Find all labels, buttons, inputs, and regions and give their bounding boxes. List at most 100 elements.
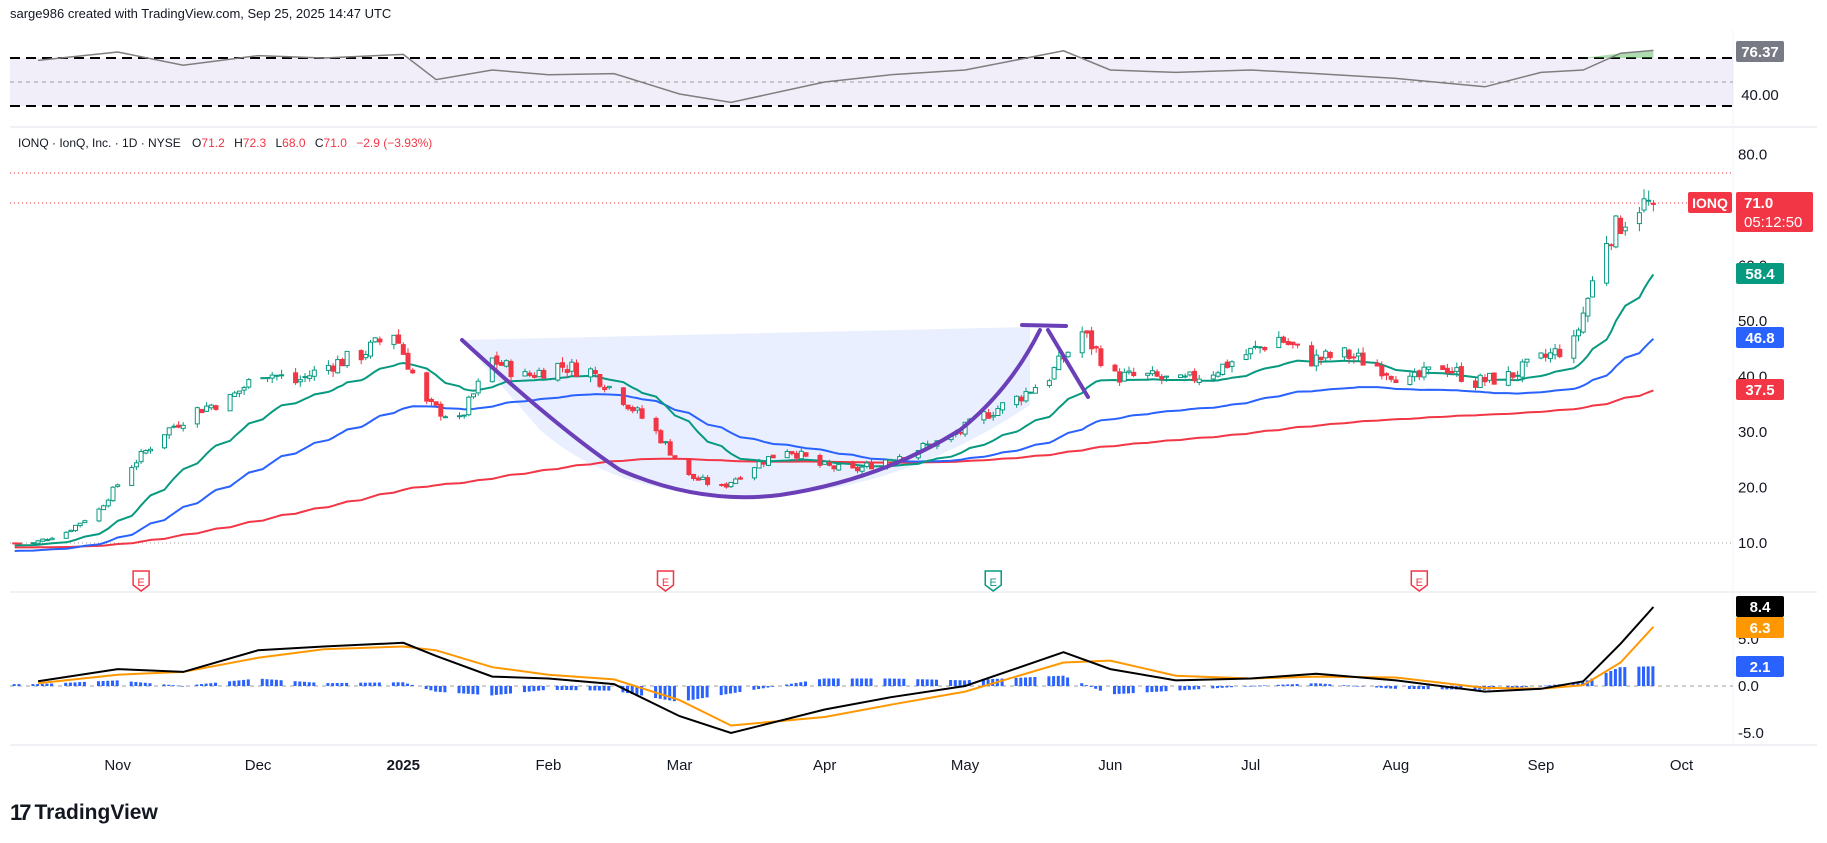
earnings-marker[interactable]: E [984, 570, 1002, 592]
macd-hist-bar [1281, 684, 1285, 686]
candle-body [105, 499, 111, 507]
macd-hist-bar [232, 680, 236, 686]
candle-body [1224, 361, 1230, 369]
candle-body [737, 477, 743, 480]
rsi-value-badge-bg [1736, 41, 1784, 62]
earnings-marker[interactable]: E [656, 570, 675, 592]
macd-hist-bar [555, 686, 559, 690]
macd-hist-bar [78, 682, 82, 686]
macd-hist-bar [804, 681, 807, 686]
macd-hist-bar [986, 679, 990, 686]
macd-hist-bar [958, 680, 962, 686]
candle-body [363, 354, 369, 359]
candle-body [1318, 356, 1324, 361]
candle-body [789, 451, 795, 455]
candle-body [1412, 371, 1418, 378]
candle-body [1000, 402, 1006, 411]
tradingview-logo-icon: 17 [10, 800, 32, 825]
macd-hist-bar [359, 682, 363, 686]
macd-hist-bar [565, 686, 569, 690]
candle-body [433, 401, 439, 406]
candle-body [1351, 356, 1357, 359]
earnings-marker-shape [984, 570, 1002, 592]
earnings-marker-shape [1410, 570, 1429, 592]
macd-hist-bar [626, 686, 629, 694]
macd-hist-bar [1412, 686, 1416, 689]
macd-hist-bar [785, 684, 789, 686]
candle-body [536, 369, 542, 378]
macd-hist-bar [242, 679, 246, 686]
macd-hist-bar [1590, 678, 1594, 686]
macd-hist-bar [1651, 666, 1655, 686]
candle-body [691, 473, 697, 479]
macd-hist-bar [855, 678, 859, 686]
candle-body [817, 455, 823, 466]
candle-body [311, 369, 317, 377]
candle-body [63, 531, 69, 539]
candle-body [602, 386, 608, 390]
candle-body [1023, 391, 1029, 402]
candle-body [859, 466, 865, 472]
macd-hist-bar [1084, 685, 1088, 686]
earnings-marker[interactable]: E [132, 570, 150, 592]
macd-hist-bar [50, 683, 54, 686]
macd-hist-bar [607, 686, 611, 691]
candle-body [1248, 347, 1254, 355]
earnings-marker-label: E [137, 577, 144, 589]
candle-body [180, 424, 186, 429]
last-price-badge-bg [1736, 192, 1813, 232]
candle-body [307, 375, 313, 379]
candle-body [1421, 366, 1427, 378]
macd-hist-bar [925, 679, 929, 686]
legend-symbol: IONQ · IonQ, Inc. · 1D · NYSE [18, 136, 181, 150]
handle-drawing[interactable] [1046, 328, 1090, 399]
earnings-marker[interactable]: E [1410, 570, 1429, 592]
macd-hist-bar [1571, 683, 1575, 686]
macd-hist-bar [663, 686, 667, 700]
candle-body [672, 455, 678, 459]
candle-body [555, 362, 561, 381]
macd-hist-bar [766, 686, 770, 688]
candle-body [101, 505, 107, 511]
macd-hist-bar [1150, 686, 1154, 692]
macd-hist-bar [1351, 685, 1355, 687]
candle-body [171, 425, 177, 428]
macd-hist-bar [1553, 684, 1557, 686]
cup-curve-drawing[interactable] [460, 328, 1042, 500]
candle-body [12, 542, 18, 545]
macd-hist-bar [799, 682, 803, 686]
macd-hist-bar [537, 686, 541, 691]
time-axis-label: Apr [813, 757, 836, 774]
candle-body [269, 374, 275, 379]
candle-body [330, 365, 336, 372]
candle-body [794, 452, 800, 459]
candle-body [1519, 361, 1525, 378]
time-axis-label: Feb [535, 757, 561, 774]
macd-hist-bar [593, 686, 597, 691]
earnings-marker-shape [656, 570, 675, 592]
macd-hist-bar [82, 681, 86, 686]
macd-hist-bar [401, 682, 405, 686]
rsi-axis-label: 40.00 [1741, 87, 1779, 104]
macd-hist-bar [204, 683, 208, 686]
macd-hist-bar [214, 682, 217, 686]
candle-body [1046, 380, 1052, 387]
macd-hist-bar [864, 678, 868, 686]
candle-body [981, 411, 987, 421]
macd-hist-bar [700, 686, 704, 699]
tradingview-logo[interactable]: 17 TradingView [10, 800, 158, 826]
macd-hist-bar [1422, 686, 1425, 690]
candle-body [761, 462, 767, 465]
macd-hist-bar [1440, 686, 1444, 690]
macd-line [37, 606, 1655, 735]
macd-hist-bar [1080, 683, 1084, 686]
candle-body [686, 458, 692, 475]
candle-body [1093, 346, 1099, 349]
macd-hist-bar [949, 680, 953, 686]
macd-hist-bar [527, 686, 531, 692]
cup-rim-drawing[interactable] [1020, 323, 1068, 328]
candle-body [1154, 371, 1160, 377]
macd-tick-label: 0.0 [1738, 678, 1759, 695]
